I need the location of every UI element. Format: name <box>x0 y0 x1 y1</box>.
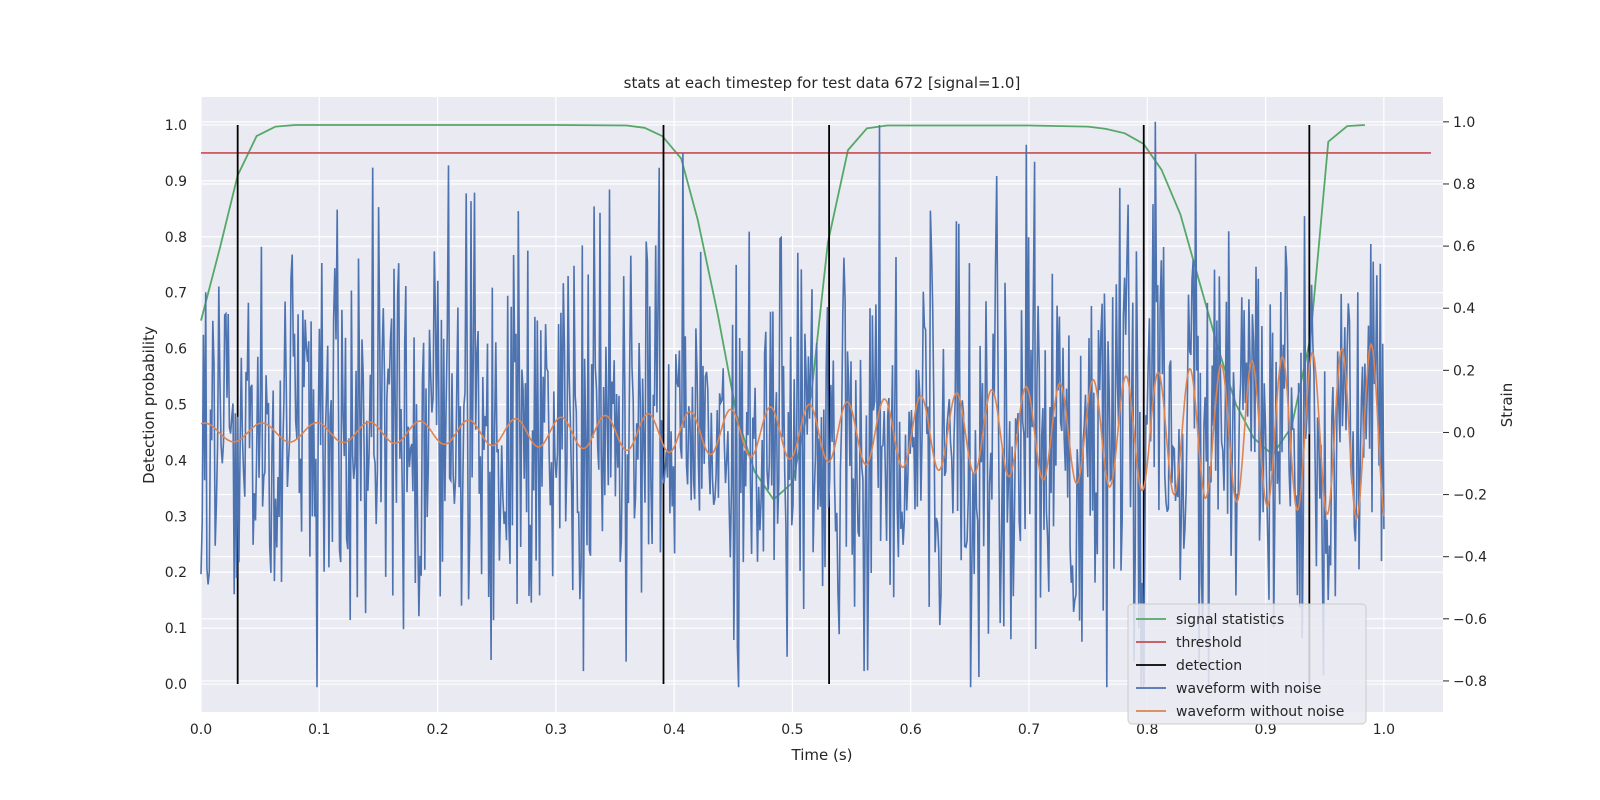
y2-tick-label: −0.6 <box>1453 612 1487 628</box>
y-tick-label: 0.1 <box>165 621 187 637</box>
y2-tick-label: 0.6 <box>1453 239 1475 255</box>
waveform-with-noise-line <box>200 121 1385 688</box>
waveform-without-noise-line <box>200 342 1385 520</box>
legend-label: signal statistics <box>1176 612 1284 628</box>
legend-label: threshold <box>1176 635 1242 651</box>
series <box>200 121 1431 688</box>
y2-tick-label: −0.4 <box>1453 550 1487 566</box>
x-tick-label: 0.3 <box>545 722 567 738</box>
legend-label: waveform with noise <box>1176 681 1321 697</box>
x-axis-title: Time (s) <box>791 746 853 764</box>
y-axis-title: Detection probability <box>140 326 158 484</box>
x-tick-label: 0.2 <box>426 722 448 738</box>
y-tick-label: 0.3 <box>165 509 187 525</box>
y-tick-label: 0.2 <box>165 565 187 581</box>
y-tick-label: 0.9 <box>165 174 187 190</box>
y-tick-label: 1.0 <box>165 118 187 134</box>
y-tick-label: 0.6 <box>165 342 187 358</box>
legend-box <box>1127 603 1367 725</box>
y-tick-label: 0.0 <box>165 677 187 693</box>
y2-axis-title: Strain <box>1498 383 1516 427</box>
x-tick-label: 1.0 <box>1373 722 1395 738</box>
x-tick-label: 0.5 <box>781 722 803 738</box>
y2-tick-label: 0.2 <box>1453 363 1475 379</box>
y-tick-label: 0.8 <box>165 230 187 246</box>
x-tick-label: 0.4 <box>663 722 685 738</box>
x-tick-label: 0.7 <box>1018 722 1040 738</box>
y-tick-label: 0.5 <box>165 398 187 414</box>
y-axis-ticks: 0.0 0.1 0.2 0.3 0.4 0.5 0.6 0.7 0.8 0.9 1.0 <box>165 118 187 693</box>
x-tick-label: 0.6 <box>900 722 922 738</box>
y2-tick-label: −0.8 <box>1453 674 1487 690</box>
y2-axis-ticks: −0.8 −0.6 −0.4 −0.2 0.0 0.2 0.4 0.6 0.8 1.0 <box>1443 115 1487 690</box>
legend: signal statistics threshold detection wavef… <box>1127 603 1367 725</box>
y2-tick-label: 0.0 <box>1453 425 1475 441</box>
y2-tick-label: 1.0 <box>1453 115 1475 131</box>
x-tick-label: 0.9 <box>1254 722 1276 738</box>
x-axis-ticks: 0.0 0.1 0.2 0.3 0.4 0.5 0.6 0.7 0.8 0.9 1.0 <box>190 722 1395 738</box>
y-tick-label: 0.7 <box>165 286 187 302</box>
y2-tick-label: 0.4 <box>1453 301 1475 317</box>
x-tick-label: 0.0 <box>190 722 212 738</box>
y-tick-label: 0.4 <box>165 453 187 469</box>
legend-label: waveform without noise <box>1176 704 1344 720</box>
legend-label: detection <box>1176 658 1242 674</box>
y2-tick-label: 0.8 <box>1453 177 1475 193</box>
chart-title: stats at each timestep for test data 672… <box>624 74 1021 92</box>
x-tick-label: 0.8 <box>1136 722 1158 738</box>
x-tick-label: 0.1 <box>308 722 330 738</box>
y2-tick-label: −0.2 <box>1453 488 1487 504</box>
